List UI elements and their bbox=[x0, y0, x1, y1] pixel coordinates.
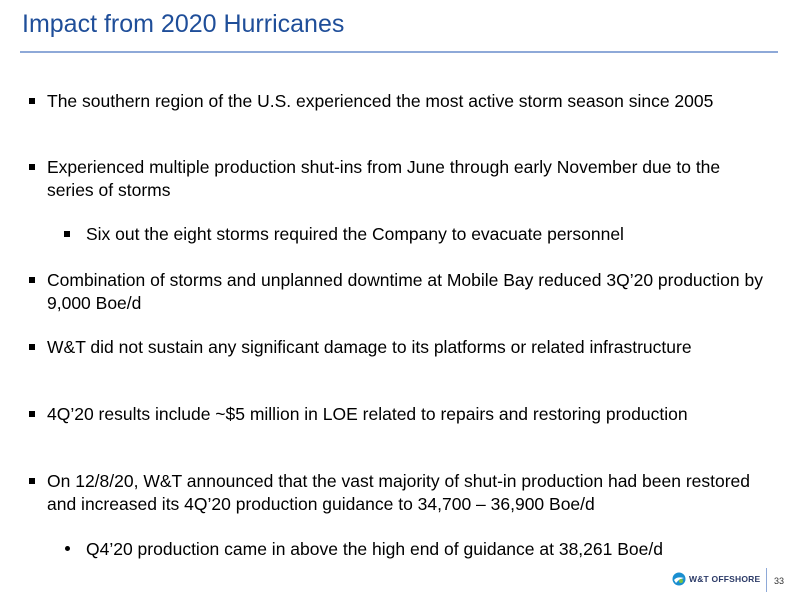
bullet-text: Combination of storms and unplanned down… bbox=[47, 270, 763, 313]
wt-offshore-logo-icon bbox=[672, 572, 686, 586]
bullet-item: The southern region of the U.S. experien… bbox=[25, 90, 765, 113]
bullet-text: Experienced multiple production shut-ins… bbox=[47, 157, 721, 200]
bullet-text: W&T did not sustain any significant dama… bbox=[47, 337, 692, 357]
bullet-item: 4Q’20 results include ~$5 million in LOE… bbox=[25, 403, 765, 426]
sub-bullet-item: Six out the eight storms required the Co… bbox=[60, 223, 765, 246]
bullet-text: Six out the eight storms required the Co… bbox=[86, 224, 624, 244]
square-bullet-icon bbox=[25, 156, 39, 179]
footer-divider bbox=[766, 568, 767, 592]
sub-bullet-item: Q4’20 production came in above the high … bbox=[60, 538, 765, 561]
bullet-text: On 12/8/20, W&T announced that the vast … bbox=[47, 471, 751, 514]
square-bullet-icon bbox=[25, 269, 39, 292]
page-number: 33 bbox=[774, 576, 785, 586]
bullet-item: On 12/8/20, W&T announced that the vast … bbox=[25, 470, 765, 516]
square-bullet-icon bbox=[25, 336, 39, 359]
square-bullet-icon bbox=[25, 403, 39, 426]
square-bullet-icon bbox=[60, 223, 74, 246]
round-bullet-icon bbox=[60, 538, 74, 561]
logo-text: W&T OFFSHORE bbox=[689, 574, 761, 584]
bullet-text: 4Q’20 results include ~$5 million in LOE… bbox=[47, 404, 688, 424]
bullet-item: Combination of storms and unplanned down… bbox=[25, 269, 765, 315]
square-bullet-icon bbox=[25, 90, 39, 113]
title-divider bbox=[20, 51, 778, 53]
bullet-text: The southern region of the U.S. experien… bbox=[47, 91, 714, 111]
bullet-text: Q4’20 production came in above the high … bbox=[86, 539, 663, 559]
square-bullet-icon bbox=[25, 470, 39, 493]
slide-title: Impact from 2020 Hurricanes bbox=[22, 10, 345, 38]
bullet-item: W&T did not sustain any significant dama… bbox=[25, 336, 765, 359]
bullet-item: Experienced multiple production shut-ins… bbox=[25, 156, 765, 202]
company-logo: W&T OFFSHORE bbox=[672, 572, 760, 586]
